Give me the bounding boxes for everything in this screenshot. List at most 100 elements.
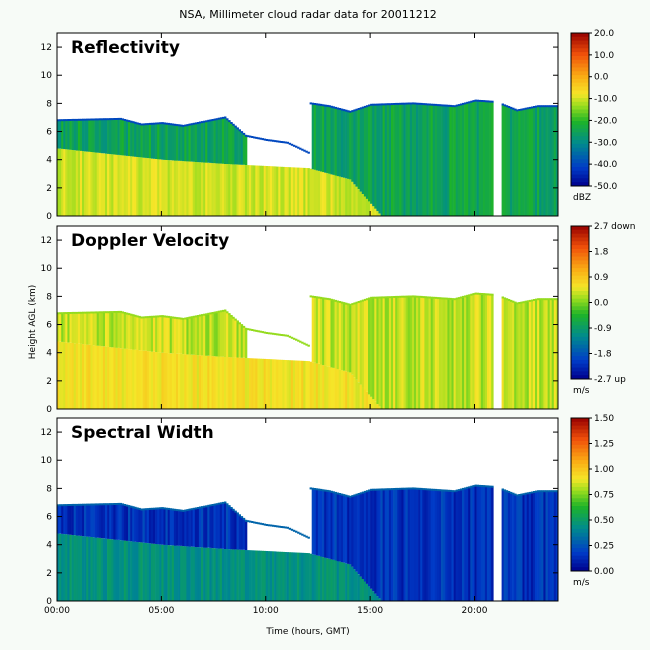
heatmap-cell [167,160,170,216]
heatmap-cell [167,545,170,601]
heatmap-cell [462,488,465,601]
heatmap-cell [96,504,100,538]
heatmap-cell [211,120,214,164]
heatmap-cell [547,298,550,301]
heatmap-cell [334,560,337,601]
heatmap-cell [347,495,350,498]
heatmap-cell [203,162,206,216]
heatmap-cell [526,300,530,303]
heatmap-cell [180,318,183,354]
heatmap-cell [322,172,325,216]
heatmap-cell [524,108,527,216]
heatmap-cell [100,119,104,154]
heatmap-cell [278,166,281,216]
heatmap-cell [317,297,321,364]
heatmap-cell [132,506,135,509]
colorbar-swatch [571,33,589,38]
heatmap-cell [188,124,191,162]
heatmap-cell [459,103,463,106]
heatmap-cell [134,315,137,350]
heatmap-cell [526,492,530,495]
heatmap-cell [226,503,229,506]
colorbar-swatch [571,159,589,164]
heatmap-cell [445,490,448,601]
heatmap-cell [305,361,308,409]
heatmap-cell [140,350,143,409]
heatmap-cell [96,118,100,121]
heatmap-cell [86,118,89,121]
heatmap-cell [107,538,110,601]
heatmap-cell [146,316,150,319]
heatmap-cell [167,315,170,318]
heatmap-cell [201,162,204,216]
heatmap-cell [194,122,198,125]
heatmap-cell [472,100,475,103]
heatmap-cell [547,106,550,216]
heatmap-cell [297,167,300,216]
heatmap-cell [445,298,448,409]
heatmap-cell [530,106,534,109]
heatmap-cell [409,295,413,298]
colorbar-swatch [571,486,589,492]
heatmap-cell [280,526,283,528]
heatmap-cell [82,118,85,121]
heatmap-cell [159,123,162,160]
y-tick-label: 4 [46,349,52,359]
heatmap-cell [163,507,166,510]
heatmap-cell [420,295,423,298]
heatmap-cell [232,124,235,165]
heatmap-cell [247,135,250,138]
heatmap-cell [386,297,390,409]
heatmap-cell [176,317,179,320]
heatmap-cell [453,105,456,108]
heatmap-cell [457,105,461,216]
heatmap-cell [242,132,246,135]
heatmap-cell [192,123,196,162]
heatmap-cell [211,163,214,216]
heatmap-cell [221,501,225,504]
heatmap-cell [61,505,64,534]
heatmap-cell [518,303,521,409]
heatmap-cell [257,358,260,409]
heatmap-cell [472,485,475,488]
heatmap-cell [155,316,158,352]
heatmap-cell [422,297,425,409]
heatmap-cell [374,208,377,216]
heatmap-cell [228,120,231,123]
heatmap-cell [464,487,467,490]
heatmap-cell [194,123,198,162]
heatmap-cell [441,490,444,601]
heatmap-cell [324,298,327,366]
heatmap-cell [142,350,145,409]
heatmap-cell [474,292,477,295]
heatmap-cell [90,345,93,409]
heatmap-cell [100,346,104,409]
heatmap-cell [309,295,312,298]
heatmap-cell [94,119,97,153]
colorbar-tick-label: 0.0 [594,299,609,309]
heatmap-cell [115,154,118,216]
heatmap-cell [255,521,258,524]
heatmap-cell [449,298,452,409]
heatmap-cell [132,349,135,409]
heatmap-cell [180,125,183,161]
heatmap-cell [345,494,348,497]
heatmap-cell [92,152,95,216]
heatmap-cell [365,490,369,493]
heatmap-cell [130,120,133,123]
heatmap-cell [221,502,225,549]
heatmap-cell [535,491,538,601]
heatmap-cell [305,553,308,601]
figure-title: NSA, Millimeter cloud radar data for 200… [179,8,436,21]
heatmap-cell [75,311,79,314]
colorbar-swatch [571,140,589,145]
heatmap-cell [480,294,484,409]
heatmap-cell [334,491,337,494]
heatmap-cell [292,144,296,147]
heatmap-cell [345,302,348,305]
heatmap-cell [232,509,235,550]
heatmap-cell [326,173,329,216]
heatmap-cell [165,316,168,353]
heatmap-cell [512,493,515,601]
heatmap-cell [84,503,87,506]
